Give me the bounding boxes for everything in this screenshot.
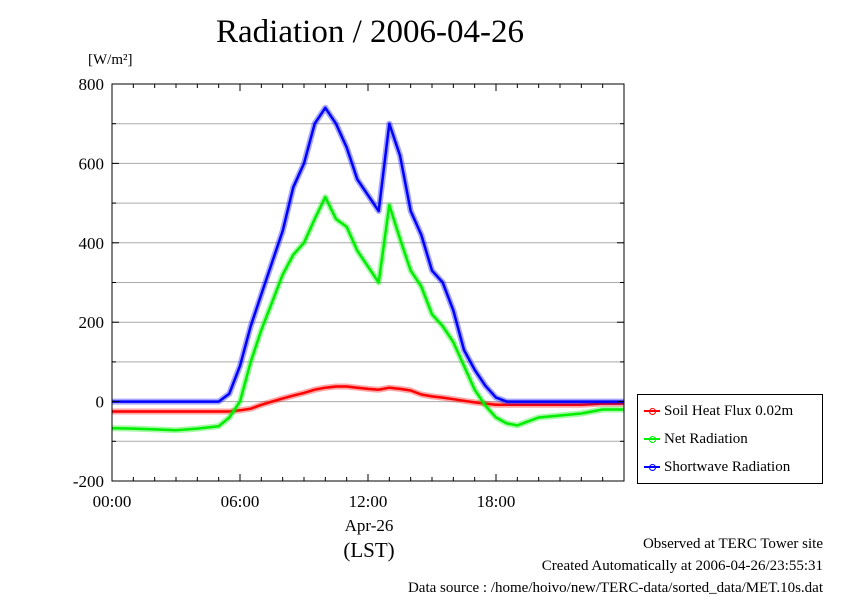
series-halo-shortwave xyxy=(112,104,624,405)
legend-item-net: Net Radiation xyxy=(644,429,748,449)
legend-swatch-shortwave xyxy=(644,464,660,471)
y-tick-label: 400 xyxy=(79,234,105,253)
legend-item-soil: Soil Heat Flux 0.02m xyxy=(644,401,793,421)
y-tick-label: -200 xyxy=(73,472,104,491)
series-line-shortwave xyxy=(112,106,624,403)
y-tick-label: 800 xyxy=(79,75,105,94)
footer-source: Data source : /home/hoivo/new/TERC-data/… xyxy=(407,580,823,596)
series-halo-net xyxy=(111,194,624,434)
series-line-net xyxy=(111,195,624,432)
legend-item-shortwave: Shortwave Radiation xyxy=(644,457,790,477)
legend-label-net: Net Radiation xyxy=(664,430,748,447)
legend-swatch-net xyxy=(644,436,660,443)
footer-created: Created Automatically at 2006-04-26/23:5… xyxy=(541,558,823,574)
y-tick-label: 0 xyxy=(96,393,105,412)
x-tick-label: 00:00 xyxy=(93,492,132,511)
x-tick-label: 18:00 xyxy=(477,492,516,511)
series-line-soil xyxy=(112,385,624,413)
legend-label-soil: Soil Heat Flux 0.02m xyxy=(664,402,794,419)
grid-layer xyxy=(112,123,624,442)
chart-title: Radiation / 2006-04-26 xyxy=(216,14,524,50)
x-tick-label: 06:00 xyxy=(221,492,260,511)
legend-swatch-soil xyxy=(644,408,660,415)
y-tick-label: 200 xyxy=(79,313,105,332)
legend-label-shortwave: Shortwave Radiation xyxy=(664,458,791,475)
tick-layer: -200 0 200 400 600 800 00:00 06:00 12:00 18:00 xyxy=(73,75,625,511)
y-tick-label: 600 xyxy=(79,154,105,173)
legend: Soil Heat Flux 0.02m Net Radiation Short… xyxy=(637,394,823,484)
y-axis-unit-label: [W/m²] xyxy=(88,52,133,68)
x-axis-title: (LST) xyxy=(343,538,395,562)
x-axis-date-label: Apr-26 xyxy=(344,516,394,535)
x-tick-label: 12:00 xyxy=(349,492,388,511)
footer-site: Observed at TERC Tower site xyxy=(642,536,823,552)
series-layer xyxy=(111,104,624,434)
